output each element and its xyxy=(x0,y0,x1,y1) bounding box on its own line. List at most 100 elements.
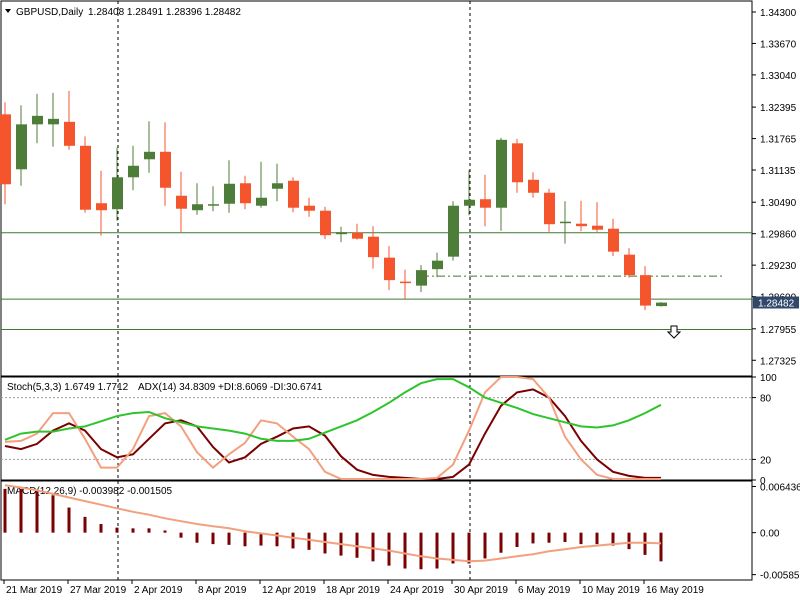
macd-bar xyxy=(51,495,55,533)
macd-bar xyxy=(179,532,183,538)
time-tick-label: 6 May 2019 xyxy=(518,585,571,596)
macd-bar xyxy=(403,532,407,569)
candle-body xyxy=(464,199,475,206)
macd-bar xyxy=(3,488,7,533)
adx-label: ADX(14) 34.8309 +DI:8.6069 -DI:30.6741 xyxy=(138,382,323,393)
candle-body xyxy=(0,114,11,185)
price-tick-label: 1.30490 xyxy=(760,198,797,209)
macd-label: MACD(12,26,9) -0.003982 -0.001505 xyxy=(7,486,173,497)
stoch-tick-label: 100 xyxy=(760,373,777,384)
dropdown-triangle-icon[interactable] xyxy=(5,9,11,13)
candle-body xyxy=(256,197,267,206)
price-tick-label: 1.33670 xyxy=(760,39,797,50)
candle-body xyxy=(288,180,299,208)
time-tick-label: 10 May 2019 xyxy=(582,585,640,596)
macd-bar xyxy=(643,532,647,555)
candle-body xyxy=(128,165,139,178)
price-pane[interactable] xyxy=(0,90,752,339)
stoch-label: Stoch(5,3,3) 1.6749 1.7712 xyxy=(7,382,129,393)
candle-body xyxy=(432,260,443,270)
stoch-tick-label: 80 xyxy=(760,394,772,405)
price-tick-label: 1.29860 xyxy=(760,230,797,241)
macd-bar xyxy=(467,532,471,564)
macd-bar xyxy=(211,532,215,545)
time-tick-label: 27 Mar 2019 xyxy=(70,585,127,596)
macd-bar xyxy=(115,527,119,533)
candle-body xyxy=(416,270,427,286)
time-tick-label: 8 Apr 2019 xyxy=(198,585,247,596)
stoch-header: Stoch(5,3,3) 1.6749 1.7712 ADX(14) 34.83… xyxy=(7,382,323,393)
macd-bar xyxy=(259,532,263,546)
time-tick-label: 30 Apr 2019 xyxy=(454,585,508,596)
candle-body xyxy=(224,183,235,204)
price-tick-label: 1.34300 xyxy=(760,8,797,19)
macd-bar xyxy=(499,532,503,553)
price-tick-label: 1.29230 xyxy=(760,261,797,272)
candle-body xyxy=(160,151,171,188)
macd-pane[interactable] xyxy=(3,484,663,570)
macd-bar xyxy=(195,532,199,543)
candle-body xyxy=(656,302,667,307)
stochastic-pane[interactable] xyxy=(1,376,752,480)
symbol-label: GBPUSD,Daily xyxy=(16,7,83,18)
macd-bar xyxy=(595,532,599,545)
candle-body xyxy=(368,236,379,258)
stoch-tick-label: 0 xyxy=(760,476,766,487)
macd-bar xyxy=(83,516,87,533)
candle-body xyxy=(448,205,459,257)
candle-body xyxy=(80,145,91,210)
time-axis: 21 Mar 2019 27 Mar 2019 2 Apr 2019 8 Apr 20… xyxy=(3,580,704,596)
candle-body xyxy=(480,199,491,208)
macd-bar xyxy=(483,532,487,559)
macd-bar xyxy=(419,532,423,570)
candle-body xyxy=(16,124,27,170)
pane-frames xyxy=(0,0,753,581)
candle-body xyxy=(208,204,219,206)
candle-body xyxy=(96,203,107,211)
macd-bar xyxy=(563,532,567,542)
macd-bar xyxy=(579,532,583,545)
candle-body xyxy=(528,179,539,193)
price-tick-label: 1.33040 xyxy=(760,71,797,82)
macd-bar xyxy=(323,532,327,554)
candle-body xyxy=(48,118,59,125)
candle-body xyxy=(192,204,203,211)
price-tick-label: 1.27955 xyxy=(760,325,797,336)
price-tick-label: 1.31135 xyxy=(760,166,796,177)
candle-body xyxy=(640,275,651,306)
candle-body xyxy=(176,195,187,209)
candle-body xyxy=(112,177,123,210)
macd-bar xyxy=(147,528,151,533)
macd-bar xyxy=(99,524,103,533)
macd-bar xyxy=(67,507,71,533)
price-tick-label: 1.32395 xyxy=(760,103,797,114)
time-tick-label: 12 Apr 2019 xyxy=(262,585,316,596)
time-tick-label: 18 Apr 2019 xyxy=(326,585,380,596)
macd-bar xyxy=(387,532,391,566)
macd-bar xyxy=(547,532,551,543)
stoch-tick-label: 20 xyxy=(760,455,772,466)
candle-body xyxy=(32,115,43,125)
adx-line xyxy=(4,378,662,442)
macd-bar xyxy=(19,488,23,533)
candle-body xyxy=(576,223,587,227)
candle-body xyxy=(64,121,75,146)
stoch-signal-line xyxy=(4,376,661,480)
macd-bar xyxy=(291,532,295,549)
macd-signal-line xyxy=(4,484,662,563)
price-axis: 1.34300 1.33670 1.33040 1.32395 1.31765 1.311… xyxy=(752,8,800,582)
macd-bar xyxy=(35,491,39,533)
pane-frame-1 xyxy=(0,0,753,377)
candle-body xyxy=(384,257,395,281)
time-tick-label: 21 Mar 2019 xyxy=(6,585,63,596)
macd-bar xyxy=(627,532,631,550)
time-tick-label: 24 Apr 2019 xyxy=(390,585,444,596)
macd-bar xyxy=(275,532,279,547)
current-price-label: 1.28482 xyxy=(758,298,795,309)
candle-body xyxy=(240,183,251,204)
candle-body xyxy=(400,281,411,284)
macd-bar xyxy=(227,532,231,545)
macd-tick-label: 0.006436 xyxy=(760,482,800,493)
